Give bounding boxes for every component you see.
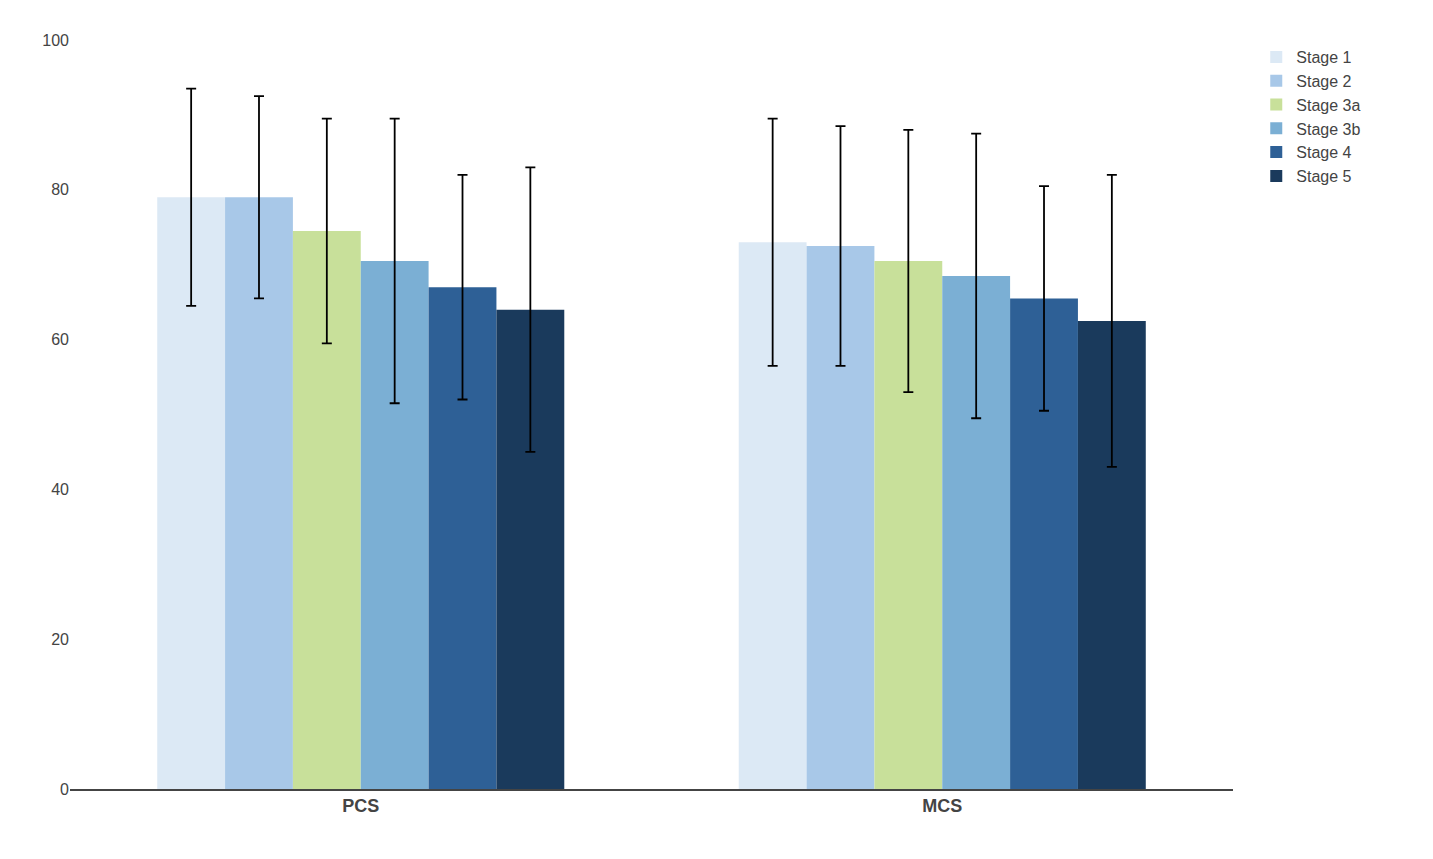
svg-text:20: 20: [51, 631, 69, 648]
svg-text:Stage 3b: Stage 3b: [1296, 121, 1360, 138]
svg-text:Stage 1: Stage 1: [1296, 49, 1351, 66]
svg-text:60: 60: [51, 331, 69, 348]
svg-text:Stage 2: Stage 2: [1296, 73, 1351, 90]
svg-text:Stage 3a: Stage 3a: [1296, 97, 1360, 114]
svg-text:MCS: MCS: [922, 796, 962, 816]
svg-text:Stage 4: Stage 4: [1296, 144, 1351, 161]
svg-text:PCS: PCS: [342, 796, 379, 816]
svg-text:0: 0: [60, 781, 69, 798]
svg-text:Stage 5: Stage 5: [1296, 168, 1351, 185]
svg-text:100: 100: [42, 32, 69, 49]
svg-text:40: 40: [51, 481, 69, 498]
svg-text:80: 80: [51, 181, 69, 198]
